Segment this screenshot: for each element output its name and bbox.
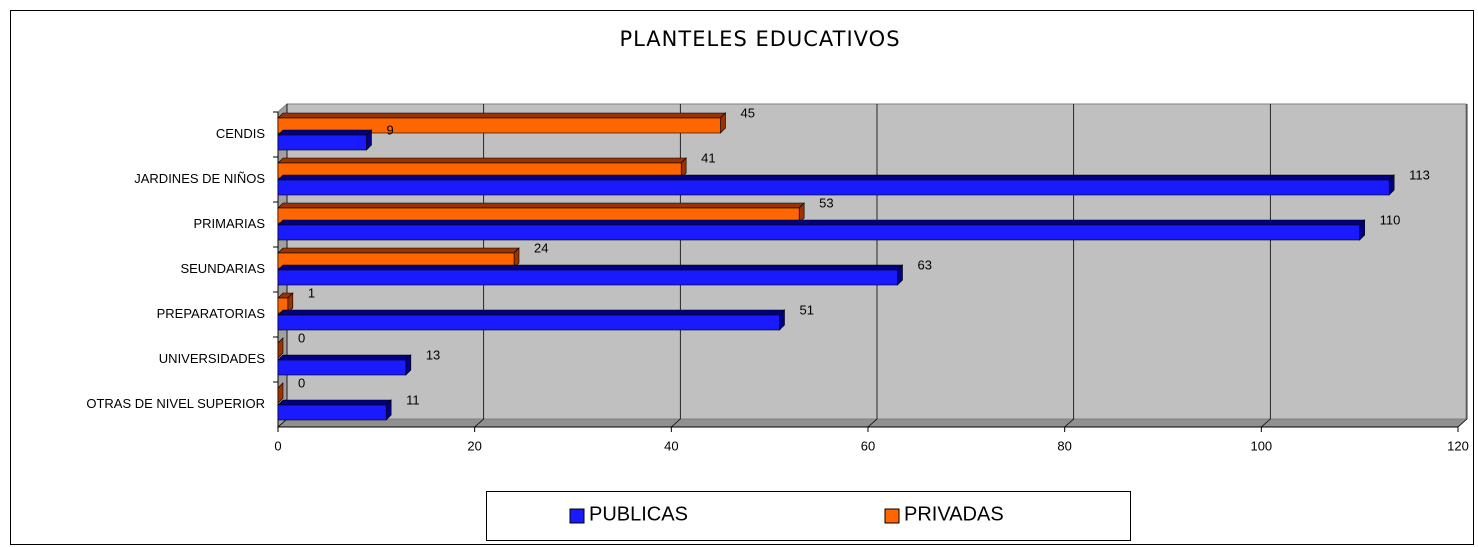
- x-tick-label: 0: [274, 438, 281, 453]
- grid-line-floor: [1064, 418, 1074, 428]
- y-tick-label: CENDIS: [216, 126, 265, 141]
- bar-top: [277, 247, 520, 254]
- x-tick-label: 40: [664, 438, 678, 453]
- y-tick-label: UNIVERSIDADES: [159, 351, 266, 366]
- bar-side: [277, 382, 284, 404]
- y-tick-label: PRIMARIAS: [193, 216, 265, 231]
- data-label: 63: [918, 257, 932, 272]
- y-tick-label: SEUNDARIAS: [180, 261, 265, 276]
- grid-line-floor: [1457, 418, 1468, 428]
- bar: [277, 117, 721, 134]
- bar-top: [277, 399, 392, 406]
- legend-box: [486, 491, 1131, 541]
- bar-top: [277, 309, 786, 316]
- data-label: 53: [819, 195, 833, 210]
- bar-top: [277, 219, 1366, 226]
- data-label: 1: [308, 285, 315, 300]
- bar-top: [277, 112, 727, 119]
- y-tick-label: JARDINES DE NIÑOS: [134, 171, 265, 186]
- data-label: 45: [741, 105, 755, 120]
- legend-text: PUBLICAS: [589, 503, 688, 525]
- data-label: 0: [298, 330, 305, 345]
- bar-side: [277, 337, 284, 359]
- data-label: 11: [406, 392, 420, 407]
- bar-top: [277, 157, 687, 164]
- bar-top: [277, 174, 1395, 181]
- bar: [277, 179, 1390, 196]
- bar: [277, 314, 780, 331]
- legend-swatch: [569, 508, 585, 524]
- y-tick-label: OTRAS DE NIVEL SUPERIOR: [86, 396, 265, 411]
- grid-line-floor: [671, 418, 681, 428]
- x-tick-label: 120: [1447, 438, 1469, 453]
- chart-title: PLANTELES EDUCATIVOS: [619, 27, 900, 51]
- data-label: 51: [800, 302, 814, 317]
- data-label: 0: [298, 375, 305, 390]
- x-tick-label: 20: [467, 438, 481, 453]
- x-tick-label: 100: [1250, 438, 1272, 453]
- legend-swatch: [884, 508, 900, 524]
- data-label: 110: [1380, 212, 1401, 227]
- bar: [277, 269, 898, 286]
- grid-line-floor: [867, 418, 878, 428]
- bar: [277, 404, 387, 421]
- bar: [277, 224, 1360, 241]
- bar: [277, 134, 367, 151]
- grid-line-floor: [1261, 418, 1271, 428]
- grid-line-floor: [474, 418, 484, 428]
- data-label: 24: [534, 240, 548, 255]
- bar-top: [277, 264, 904, 271]
- x-tick-label: 60: [861, 438, 875, 453]
- data-label: 9: [387, 122, 394, 137]
- bar-top: [277, 354, 412, 361]
- y-tick-label: PREPARATORIAS: [157, 306, 266, 321]
- bar: [277, 359, 407, 376]
- bar-top: [277, 202, 805, 209]
- data-label: 113: [1409, 167, 1430, 182]
- grid-line-floor: [277, 418, 288, 428]
- data-label: 13: [426, 347, 440, 362]
- legend-text: PRIVADAS: [904, 503, 1004, 525]
- bar-top: [277, 129, 373, 136]
- data-label: 41: [701, 150, 715, 165]
- x-tick-label: 80: [1057, 438, 1071, 453]
